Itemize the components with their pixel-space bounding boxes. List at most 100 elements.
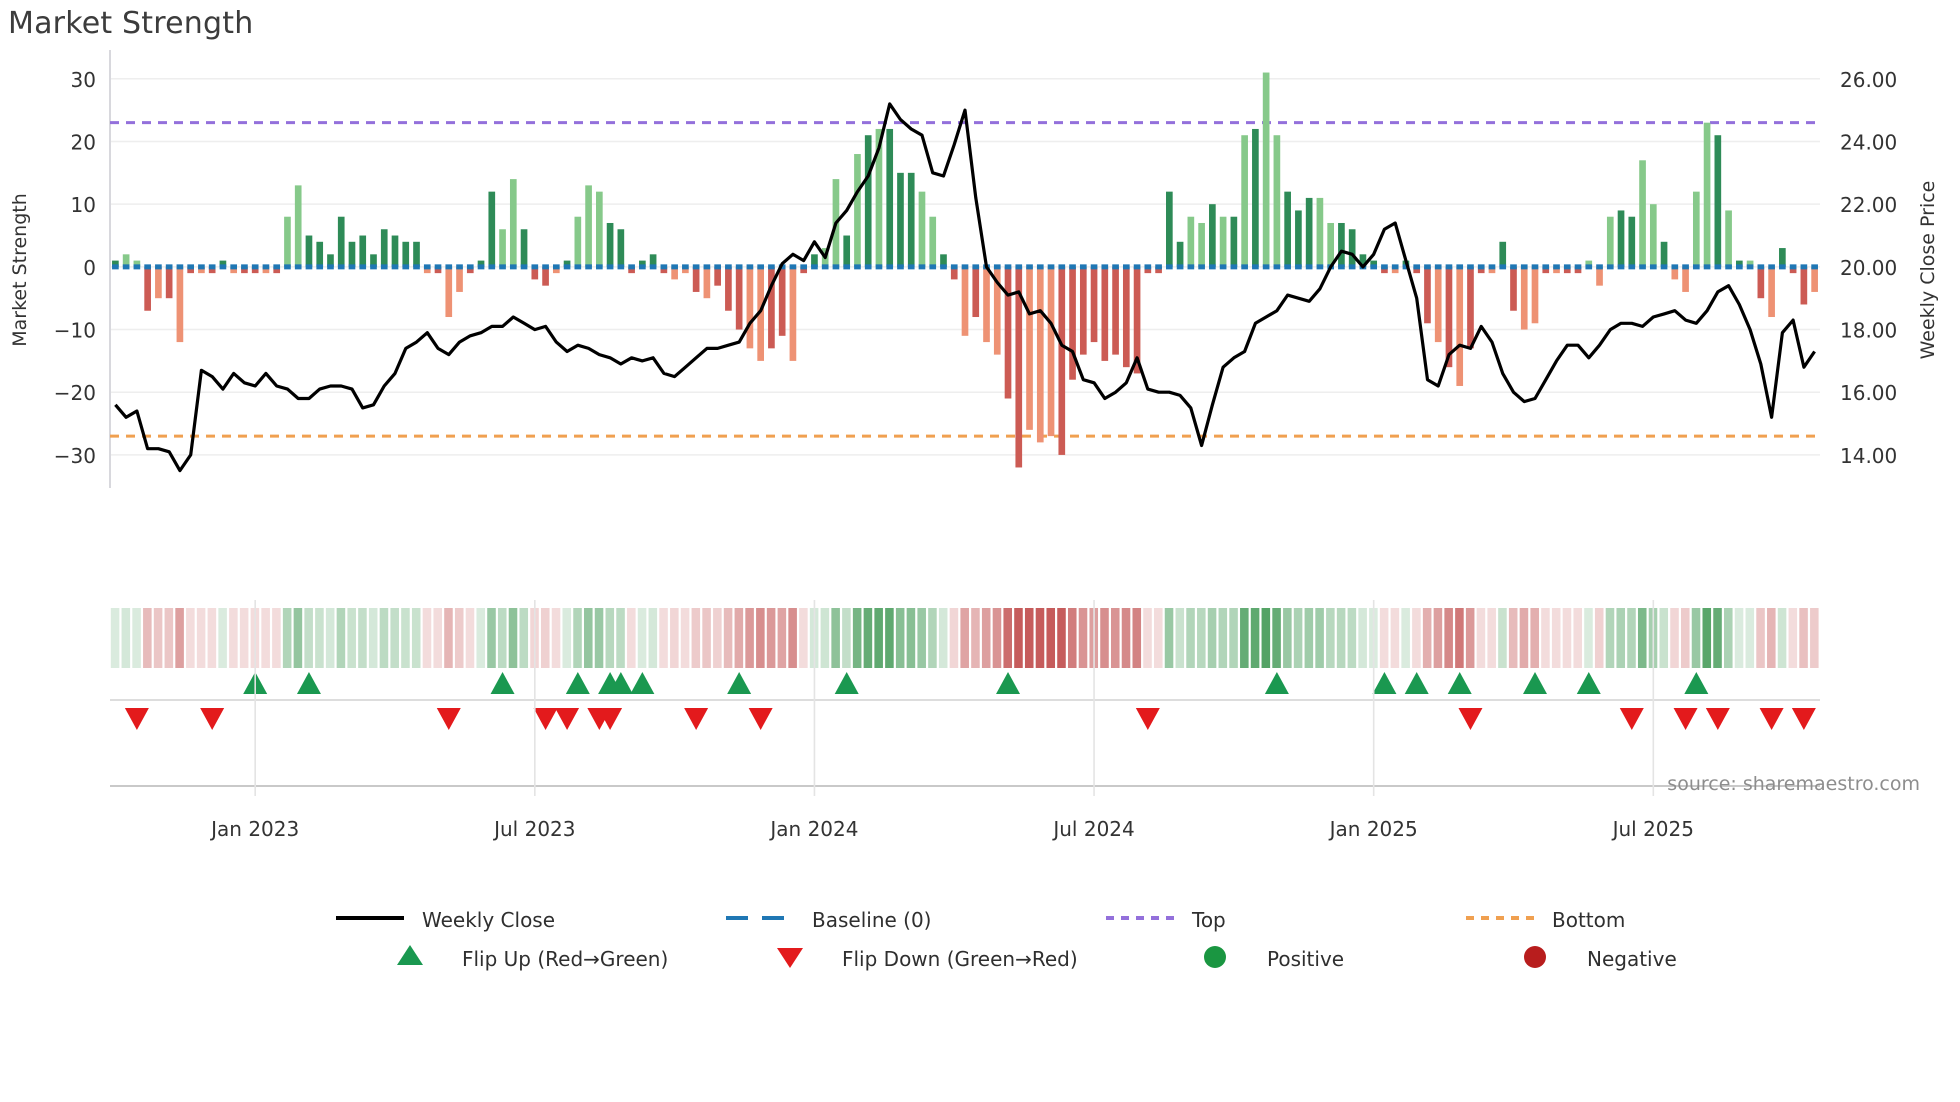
source-note: source: sharemaestro.com: [1667, 773, 1920, 795]
strength-bar: [112, 260, 119, 267]
strength-bar: [499, 229, 506, 267]
strength-bar: [155, 266, 162, 299]
baseline-cap: [1090, 264, 1098, 270]
heatmap-cell: [1745, 608, 1755, 668]
heatmap-cell: [1132, 608, 1142, 668]
heatmap-cell: [1379, 608, 1389, 668]
baseline-cap: [596, 264, 603, 270]
strength-bar: [950, 266, 958, 280]
legend-item[interactable]: Bottom: [1466, 908, 1625, 932]
heatmap-cell: [1250, 608, 1260, 668]
strength-bar: [1424, 266, 1431, 324]
legend-item[interactable]: Baseline (0): [726, 908, 931, 932]
right-tick-label: 14.00: [1840, 444, 1897, 468]
heatmap-cell: [540, 608, 550, 668]
legend-item[interactable]: Top: [1106, 908, 1226, 932]
strength-bar: [649, 254, 657, 267]
heatmap-cell: [1154, 608, 1163, 668]
heatmap-cell: [1584, 608, 1593, 668]
baseline-cap: [811, 264, 818, 270]
strength-bar: [703, 266, 711, 299]
heatmap-cell: [1756, 608, 1765, 668]
baseline-cap: [1036, 264, 1044, 270]
strength-bar: [993, 266, 1001, 355]
strength-bar: [413, 241, 420, 267]
baseline-cap: [445, 264, 453, 270]
heatmap-cell: [906, 608, 916, 668]
baseline-cap: [294, 264, 302, 270]
strength-bar: [1284, 191, 1291, 267]
heatmap-cell: [1702, 608, 1712, 668]
baseline-cap: [499, 264, 506, 270]
strength-bar: [735, 266, 743, 330]
strength-bar: [337, 216, 345, 267]
x-axis: Jan 2023 Jul 2023 Jan 2024 Jul 2024 Jan 2025…: [110, 600, 1820, 841]
baseline-cap: [1112, 264, 1119, 270]
heatmap-cell: [1573, 608, 1582, 668]
heatmap-cell: [1777, 608, 1787, 668]
baseline-cap: [789, 264, 797, 270]
strength-bars: [112, 72, 1818, 468]
strength-bar: [1649, 204, 1657, 267]
heatmap-cell: [1078, 608, 1088, 668]
heatmap-cell: [1465, 608, 1475, 668]
baseline-cap: [552, 264, 560, 270]
x-tick-label: Jul 2024: [1051, 817, 1134, 841]
baseline-cap: [1209, 264, 1216, 270]
legend-item[interactable]: Negative: [1524, 946, 1677, 971]
baseline-cap: [1424, 264, 1431, 270]
strength-bar: [1026, 266, 1033, 430]
baseline-cap: [1477, 264, 1485, 270]
strength-bar: [1596, 266, 1603, 286]
heatmap-cell: [315, 608, 324, 668]
strength-bar: [1531, 266, 1539, 324]
baseline-cap: [1800, 264, 1808, 270]
strength-bar: [811, 254, 818, 267]
legend-label: Flip Up (Red→Green): [462, 947, 668, 971]
baseline-cap: [703, 264, 711, 270]
baseline-cap: [456, 264, 463, 270]
baseline-cap: [1305, 264, 1313, 270]
strength-bar: [886, 128, 894, 267]
baseline-cap: [1520, 264, 1528, 270]
right-axis-ticks: 26.00 24.00 22.00 20.00 18.00 16.00 14.00: [1840, 68, 1897, 468]
strength-bar: [273, 266, 281, 274]
strength-bar: [542, 266, 549, 286]
strength-bar: [864, 135, 872, 267]
heatmap-cell: [497, 608, 507, 668]
baseline-cap: [198, 264, 205, 270]
strength-bar: [1198, 222, 1205, 267]
baseline-cap: [187, 264, 194, 270]
strength-bar: [284, 216, 291, 267]
heatmap-cell: [186, 608, 195, 668]
baseline-cap: [864, 264, 872, 270]
strength-bar: [714, 266, 721, 286]
strength-bar: [918, 191, 926, 267]
baseline-cap: [370, 264, 377, 270]
heatmap-cell: [207, 608, 217, 668]
strength-bar: [305, 235, 313, 267]
legend-item[interactable]: Flip Up (Red→Green): [397, 945, 668, 971]
heatmap-cell: [1444, 608, 1453, 668]
heatmap-cell: [110, 608, 120, 668]
strength-bar: [1520, 266, 1528, 330]
legend-item[interactable]: Flip Down (Green→Red): [777, 947, 1078, 971]
heatmap-cell: [1283, 608, 1292, 668]
right-tick-label: 26.00: [1840, 68, 1897, 92]
right-tick-label: 24.00: [1840, 130, 1897, 154]
heatmap-cell: [1336, 608, 1346, 668]
legend-item[interactable]: Weekly Close: [336, 908, 555, 932]
baseline-cap: [757, 264, 764, 270]
strength-bar: [1381, 266, 1388, 274]
baseline-cap: [1531, 264, 1539, 270]
baseline-cap: [165, 264, 173, 270]
baseline-cap: [1768, 264, 1775, 270]
baseline-cap: [1058, 264, 1066, 270]
x-tick-label: Jul 2025: [1611, 817, 1694, 841]
strength-bar: [1660, 241, 1668, 267]
strength-bar: [1574, 266, 1582, 274]
strength-bar: [509, 179, 517, 267]
legend-item[interactable]: Positive: [1204, 946, 1344, 971]
heatmap-cell: [508, 608, 518, 668]
baseline-cap: [1714, 264, 1722, 270]
